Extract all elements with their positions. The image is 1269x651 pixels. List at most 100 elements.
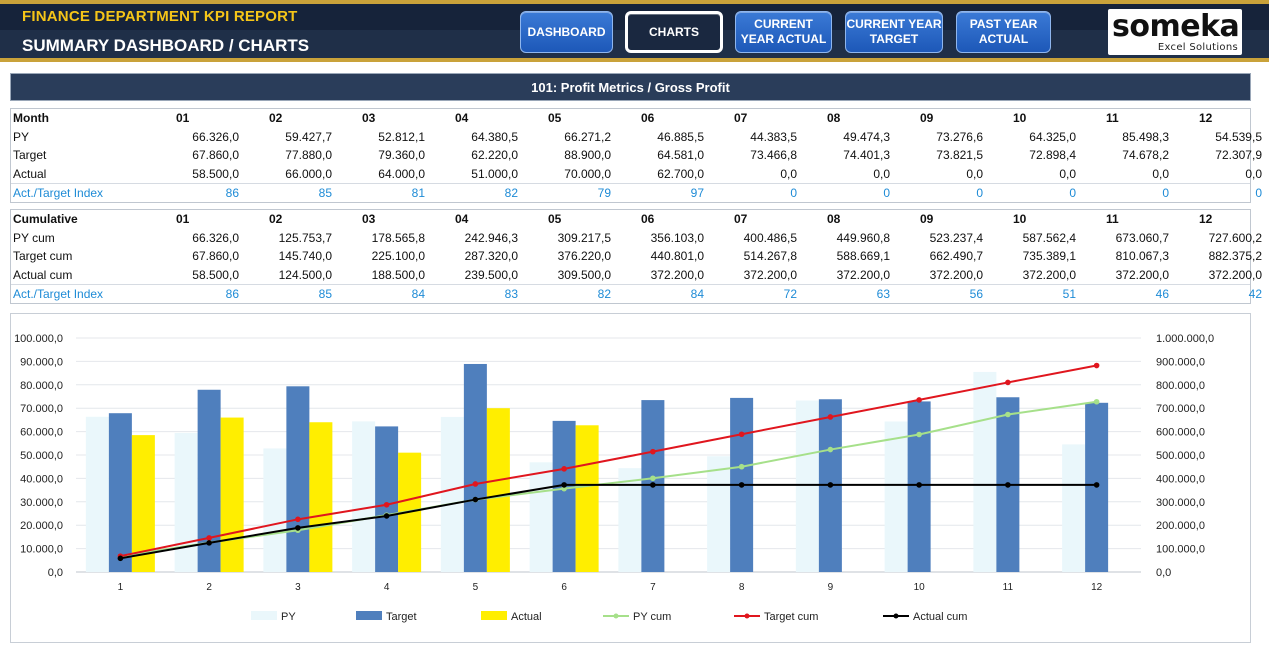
index-cell: 63 <box>876 287 890 302</box>
y2-tick-label: 500.000,0 <box>1156 450 1205 462</box>
table-cell: 66.326,0 <box>192 129 239 144</box>
index-cell: 85 <box>318 186 332 201</box>
month-header: 05 <box>548 212 562 226</box>
table-cell: 0,0 <box>1245 166 1262 181</box>
table-cell: 64.581,0 <box>657 148 704 163</box>
table-cell: 810.067,3 <box>1115 249 1169 264</box>
current-year-target-button[interactable]: CURRENT YEAR TARGET <box>845 11 943 53</box>
line-point <box>1093 362 1100 369</box>
table-cell: 64.380,5 <box>471 129 518 144</box>
month-header: 06 <box>641 111 655 125</box>
table-cell: 440.801,0 <box>650 249 704 264</box>
bar-actual <box>131 435 155 572</box>
table-cell: 74.401,3 <box>843 148 890 163</box>
legend-swatch <box>251 611 277 620</box>
index-label: Act./Target Index <box>13 287 104 302</box>
past-year-actual-button[interactable]: PAST YEAR ACTUAL <box>956 11 1051 53</box>
bar-py <box>85 416 109 572</box>
table-cell: 400.486,5 <box>743 230 797 245</box>
table-cell: 64.000,0 <box>378 166 425 181</box>
current-year-actual-button[interactable]: CURRENT YEAR ACTUAL <box>735 11 832 53</box>
table-cell: 58.500,0 <box>192 166 239 181</box>
month-header: 07 <box>734 111 748 125</box>
table-cell: 309.217,5 <box>557 230 611 245</box>
bar-target <box>108 413 132 572</box>
line-point <box>738 431 745 438</box>
table-cell: 74.678,2 <box>1122 148 1169 163</box>
table-cell: 309.500,0 <box>557 267 611 282</box>
table-cell: 44.383,5 <box>750 129 797 144</box>
y2-tick-label: 1.000.000,0 <box>1156 333 1214 345</box>
table-cell: 372.200,0 <box>743 267 797 282</box>
line-point <box>916 397 922 403</box>
table-cell: 662.490,7 <box>929 249 983 264</box>
table-cell: 145.740,0 <box>278 249 332 264</box>
index-cell: 51 <box>1062 287 1076 302</box>
index-cell: 46 <box>1155 287 1169 302</box>
line-point <box>561 466 567 472</box>
x-tick-label: 3 <box>295 582 301 593</box>
cumulative-table: Cumulative 01 02 03 04 05 06 07 08 09 10 11 12 PY cum… <box>10 209 1262 304</box>
index-cell: 85 <box>318 287 332 302</box>
y2-tick-label: 300.000,0 <box>1156 497 1205 509</box>
bar-py <box>795 400 819 572</box>
index-cell: 0 <box>790 186 797 201</box>
line-point <box>827 482 834 488</box>
table-cell: 225.100,0 <box>371 249 425 264</box>
dashboard-button[interactable]: DASHBOARD <box>520 11 613 53</box>
line-target-cum <box>120 364 1097 558</box>
x-tick-label: 11 <box>1003 582 1014 593</box>
x-tick-label: 1 <box>118 582 124 593</box>
index-cell: 83 <box>504 287 518 302</box>
y-tick-label: 20.000,0 <box>20 520 63 532</box>
y-tick-label: 10.000,0 <box>20 544 63 556</box>
bar-py <box>973 371 997 572</box>
table-cell: 77.880,0 <box>285 148 332 163</box>
bar-actual <box>309 422 333 572</box>
month-header: 04 <box>455 111 469 125</box>
index-cell: 84 <box>690 287 704 302</box>
y2-tick-label: 900.000,0 <box>1156 356 1205 368</box>
index-row: Act./Target Index 86 85 81 82 79 97 0 0 0 0 0 0 <box>11 183 1262 202</box>
table-cell: 372.200,0 <box>836 267 890 282</box>
table-cell: 72.307,9 <box>1215 148 1262 163</box>
row-label: Target cum <box>13 249 73 264</box>
y2-tick-label: 800.000,0 <box>1156 380 1205 392</box>
y2-tick-label: 100.000,0 <box>1156 544 1205 556</box>
table-cell: 372.200,0 <box>650 267 704 282</box>
y-tick-label: 70.000,0 <box>20 403 63 415</box>
y-tick-label: 90.000,0 <box>20 356 63 368</box>
table-cell: 587.562,4 <box>1022 230 1076 245</box>
line-actual-cum <box>120 483 1097 560</box>
table-cell: 372.200,0 <box>1208 267 1262 282</box>
combo-chart: 0,0 10.000,0 20.000,0 30.000,0 40.000,0 50.00… <box>14 333 1214 623</box>
index-cell: 86 <box>225 186 239 201</box>
charts-button[interactable]: CHARTS <box>625 11 723 53</box>
index-cell: 97 <box>690 186 704 201</box>
line-point <box>650 482 656 488</box>
month-header: 11 <box>1106 212 1119 226</box>
bar-py <box>529 462 553 572</box>
month-header: 10 <box>1013 111 1027 125</box>
legend-marker <box>613 613 619 619</box>
table-cell: 372.200,0 <box>1022 267 1076 282</box>
x-tick-label: 7 <box>650 582 656 593</box>
table-cell: 66.000,0 <box>285 166 332 181</box>
table-row: PY cum 66.326,0 125.753,7 178.565,8 242.946,… <box>11 229 1262 248</box>
line-point <box>295 516 301 523</box>
table-cell: 523.237,4 <box>929 230 983 245</box>
table-cell: 62.700,0 <box>657 166 704 181</box>
index-cell: 0 <box>883 186 890 201</box>
x-tick-label: 2 <box>206 582 212 593</box>
index-cell: 0 <box>976 186 983 201</box>
table-cell: 0,0 <box>1152 166 1169 181</box>
y-tick-label: 50.000,0 <box>20 450 63 462</box>
y-tick-label: 100.000,0 <box>14 333 63 345</box>
table-cell: 449.960,8 <box>836 230 890 245</box>
index-cell: 56 <box>969 287 983 302</box>
row-label: PY cum <box>13 230 55 245</box>
table-cell: 188.500,0 <box>371 267 425 282</box>
table-cell: 59.427,7 <box>285 129 332 144</box>
legend-label: PY <box>281 611 296 623</box>
